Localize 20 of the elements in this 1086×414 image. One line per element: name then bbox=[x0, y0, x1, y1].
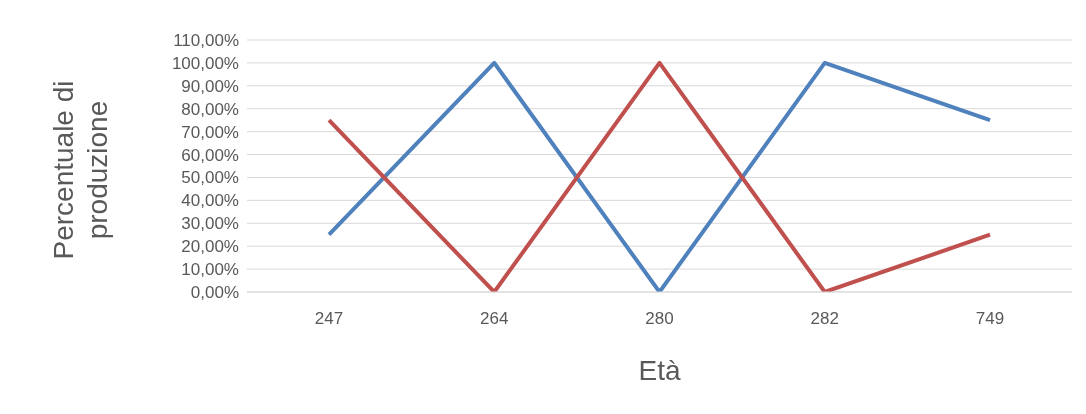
y-tick-label: 80,00% bbox=[181, 99, 239, 119]
x-axis-title: Età bbox=[638, 355, 681, 386]
x-tick-label: 749 bbox=[975, 309, 1005, 329]
y-tick-label: 70,00% bbox=[181, 122, 239, 142]
y-axis-title: Percentuale di produzione bbox=[48, 80, 113, 260]
x-tick-label: 280 bbox=[645, 309, 674, 329]
line-series bbox=[327, 60, 992, 292]
y-tick-label: 110,00% bbox=[173, 31, 239, 51]
y-tick-label: 40,00% bbox=[181, 191, 239, 211]
y-tick-label: 20,00% bbox=[181, 237, 239, 257]
y-tick-label: 30,00% bbox=[181, 214, 239, 234]
x-tick-label: 247 bbox=[314, 309, 344, 329]
y-tick-label: 0,00% bbox=[190, 283, 239, 303]
y-tick-label: 90,00% bbox=[181, 76, 239, 96]
x-tick-label: 282 bbox=[810, 309, 839, 329]
y-tick-label: 100,00% bbox=[171, 53, 239, 73]
x-tick-label: 264 bbox=[480, 309, 509, 329]
y-tick-label: 60,00% bbox=[181, 145, 239, 165]
y-tick-label: 10,00% bbox=[181, 260, 239, 280]
y-tick-label: 50,00% bbox=[181, 168, 239, 188]
